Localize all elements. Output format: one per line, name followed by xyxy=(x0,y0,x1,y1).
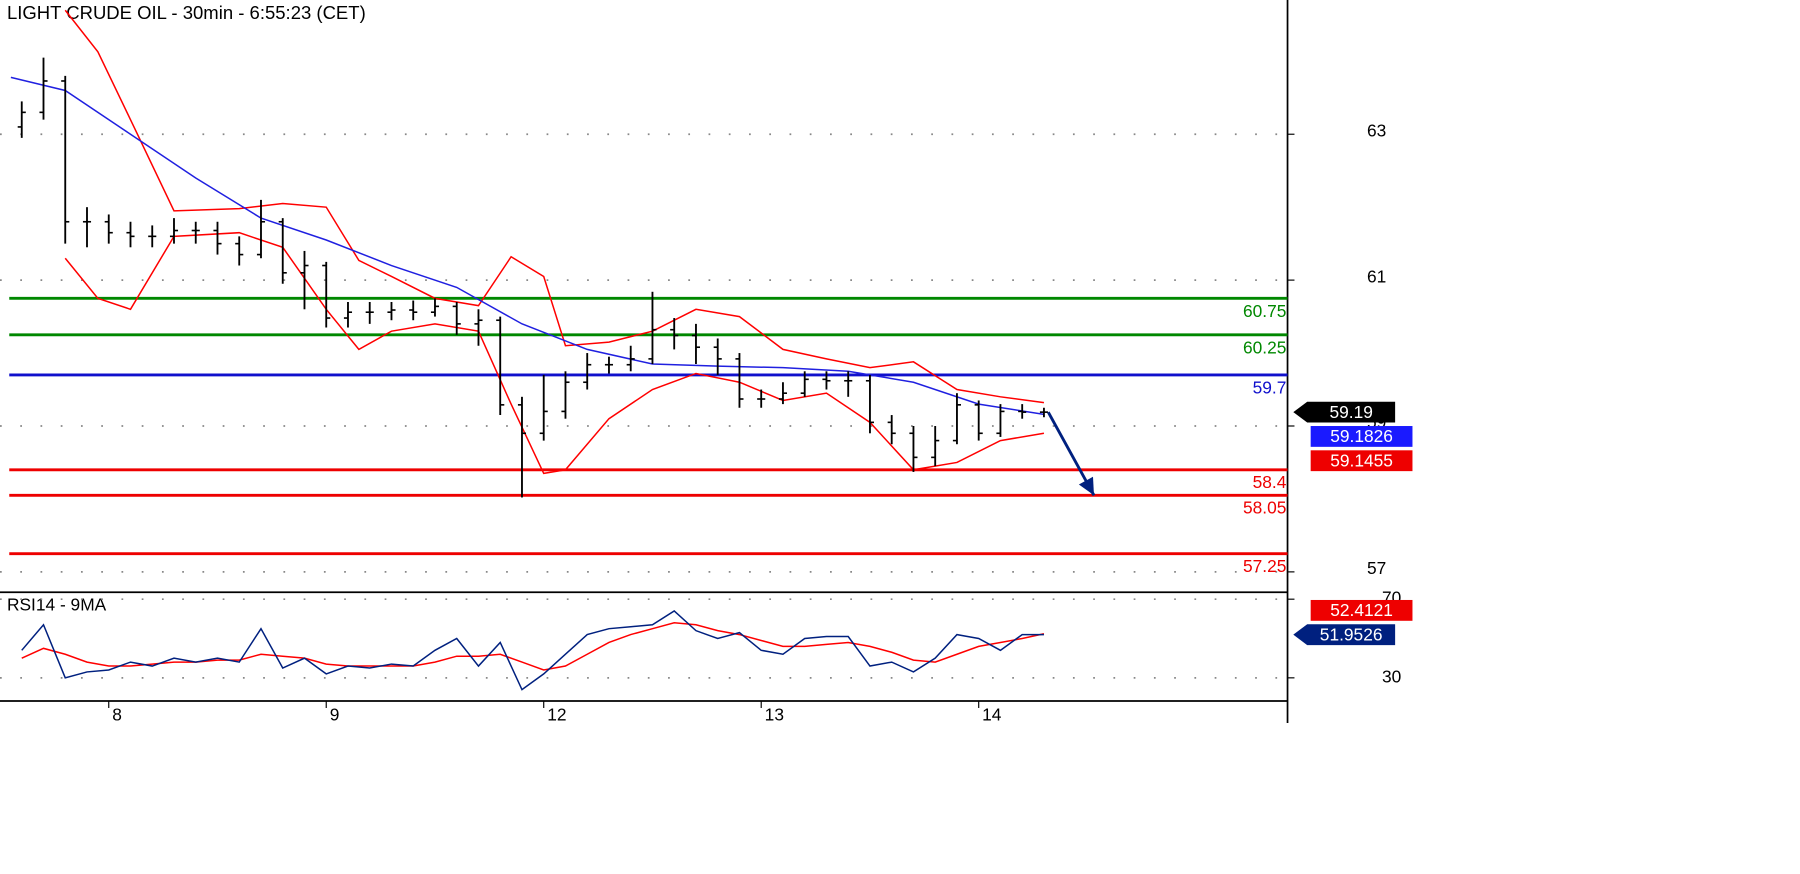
level-label: 60.25 xyxy=(1243,337,1286,357)
level-label: 58.4 xyxy=(1253,472,1287,492)
price-marker-label: 59.19 xyxy=(1329,402,1372,422)
y-tick-label: 30 xyxy=(1382,666,1401,686)
x-tick-label: 8 xyxy=(112,705,122,725)
level-label: 60.75 xyxy=(1243,301,1286,321)
y-tick-label: 57 xyxy=(1367,558,1386,578)
y-tick-label: 63 xyxy=(1367,120,1386,140)
price-marker xyxy=(1293,624,1396,646)
price-marker-label: 51.9526 xyxy=(1320,624,1383,644)
price-marker-label: 59.1455 xyxy=(1330,450,1393,470)
chart-title: LIGHT CRUDE OIL - 30min - 6:55:23 (CET) xyxy=(7,2,366,23)
x-tick-label: 13 xyxy=(765,705,784,725)
rsi-title: RSI14 - 9MA xyxy=(7,595,107,615)
price-marker-label: 52.4121 xyxy=(1330,600,1393,620)
indicator-line xyxy=(64,9,1045,404)
y-tick-label: 61 xyxy=(1367,266,1386,286)
level-label: 58.05 xyxy=(1243,498,1286,518)
price-marker xyxy=(1310,599,1413,621)
level-label: 59.7 xyxy=(1253,377,1287,397)
level-label: 57.25 xyxy=(1243,556,1286,576)
x-tick-label: 12 xyxy=(547,705,566,725)
x-tick-label: 9 xyxy=(330,705,340,725)
price-marker xyxy=(1310,426,1413,447)
price-marker-label: 59.1826 xyxy=(1330,426,1393,446)
price-marker xyxy=(1310,450,1413,472)
rsi-line xyxy=(21,610,1044,691)
x-tick-label: 14 xyxy=(982,705,1002,725)
arrow-head xyxy=(1078,476,1094,496)
price-marker xyxy=(1293,401,1396,423)
